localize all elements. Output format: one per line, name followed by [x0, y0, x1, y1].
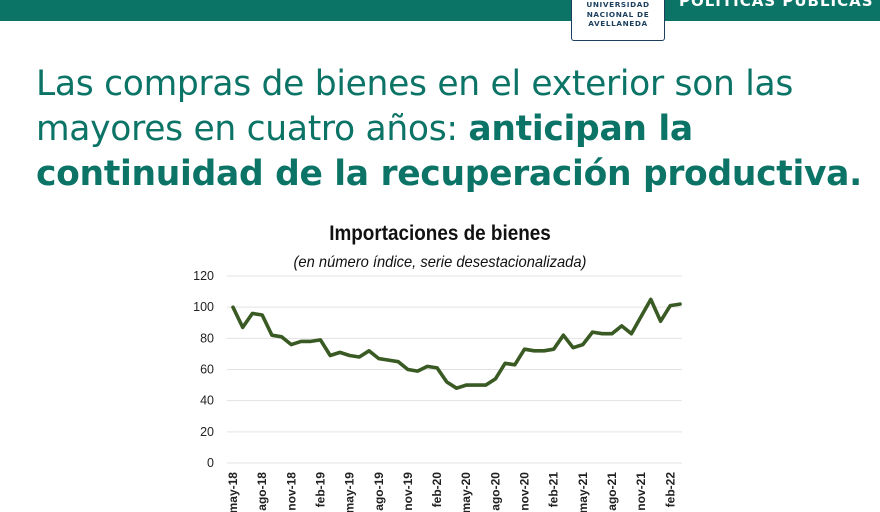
- university-logo: UNIVERSIDAD NACIONAL DE AVELLANEDA: [571, 0, 665, 41]
- headline-normal: Las compras de bienes en el exterior son…: [36, 64, 794, 149]
- x-tick-label: nov-20: [518, 472, 532, 511]
- logo-line-2: NACIONAL DE: [586, 9, 650, 19]
- x-tick-label: feb-22: [663, 472, 677, 508]
- y-tick-label: 40: [200, 394, 214, 408]
- x-tick-label: may-20: [459, 472, 473, 512]
- x-tick-label: feb-19: [313, 472, 327, 508]
- x-tick-label: ago-18: [255, 472, 269, 511]
- x-tick-label: may-21: [576, 472, 590, 512]
- logo-line-1: UNIVERSIDAD: [586, 0, 650, 9]
- y-tick-label: 60: [200, 363, 214, 377]
- y-tick-label: 0: [207, 456, 214, 470]
- y-tick-label: 80: [200, 331, 214, 345]
- headline: Las compras de bienes en el exterior son…: [36, 62, 866, 197]
- x-tick-label: ago-19: [372, 472, 386, 511]
- x-tick-label: nov-19: [401, 472, 415, 511]
- x-tick-label: may-19: [343, 472, 357, 512]
- x-tick-label: nov-18: [284, 472, 298, 511]
- series-line: [231, 297, 682, 390]
- section-tag: POLÍTICAS PÚBLICAS: [679, 0, 874, 10]
- logo-line-3: AVELLANEDA: [588, 19, 648, 29]
- x-tick-label: ago-21: [605, 472, 619, 511]
- headline-bold: anticipan la continuidad de la recuperac…: [36, 109, 862, 194]
- x-tick-label: may-18: [226, 472, 240, 512]
- y-tick-label: 120: [193, 269, 214, 283]
- x-tick-label: nov-21: [634, 472, 648, 511]
- y-tick-label: 20: [200, 425, 214, 439]
- x-tick-label: ago-20: [488, 472, 502, 511]
- x-tick-label: feb-21: [547, 472, 561, 508]
- y-tick-label: 100: [193, 300, 214, 314]
- chart-title: Importaciones de bienes: [329, 222, 551, 245]
- x-tick-label: feb-20: [430, 472, 444, 508]
- chart-subtitle: (en número índice, serie desestacionaliz…: [293, 254, 587, 271]
